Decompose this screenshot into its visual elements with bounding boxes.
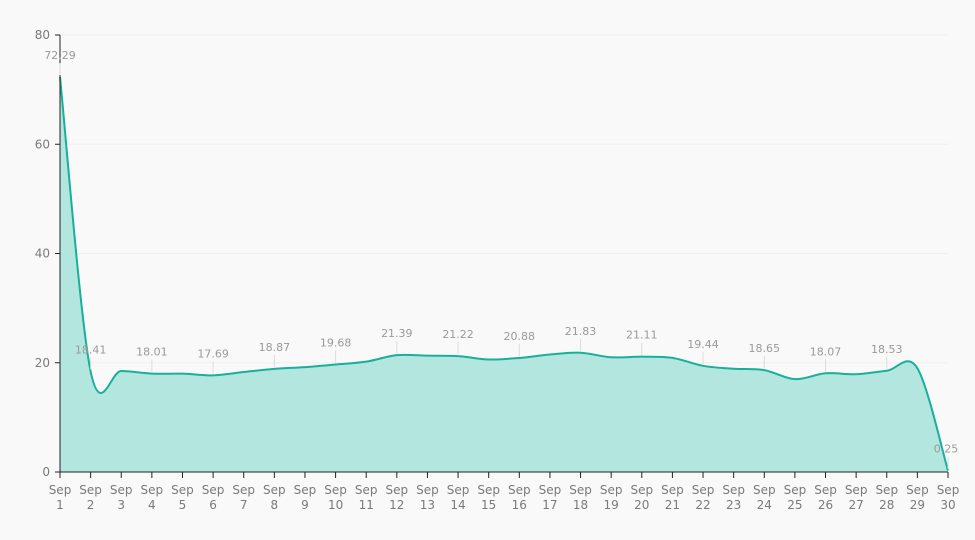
data-label: 21.39 (381, 327, 413, 340)
series-line (59, 77, 949, 471)
x-tick-label: Sep 21 (661, 483, 684, 512)
x-tick-label: Sep 13 (416, 483, 439, 512)
x-tick-label: Sep 16 (508, 483, 531, 512)
x-tick-label: Sep 28 (875, 483, 898, 512)
x-tick-label: Sep 27 (845, 483, 868, 512)
data-label: 18.41 (75, 343, 107, 356)
x-tick-label: Sep 23 (722, 483, 745, 512)
y-tick-label: 60 (35, 137, 50, 151)
x-tick-label: Sep 6 (202, 483, 225, 512)
x-tick-label: Sep 24 (753, 483, 776, 512)
data-label: 18.01 (136, 346, 168, 359)
data-label: 18.87 (259, 341, 291, 354)
x-tick-label: Sep 2 (79, 483, 102, 512)
x-tick-label: Sep 25 (784, 483, 807, 512)
x-tick-label: Sep 20 (630, 483, 653, 512)
x-tick-label: Sep 17 (539, 483, 562, 512)
y-tick-label: 40 (35, 247, 50, 261)
data-labels: 72.29 18.41 18.01 17.69 18.87 19.68 21.39 21.22… (44, 49, 958, 469)
data-label: 17.69 (197, 347, 229, 360)
data-label: 19.68 (320, 336, 352, 349)
x-tick-label: Sep 29 (906, 483, 929, 512)
x-tick-label: Sep 26 (814, 483, 837, 512)
data-label: 21.11 (626, 329, 658, 342)
x-tick-label: Sep 11 (355, 483, 378, 512)
data-label: 21.83 (565, 325, 597, 338)
y-tick-label: 20 (35, 356, 50, 370)
x-tick-label: Sep 7 (232, 483, 255, 512)
x-tick-label: Sep 9 (294, 483, 317, 512)
y-axis-ticks: 0 20 40 60 80 (35, 28, 60, 479)
data-label: 18.53 (871, 343, 903, 356)
data-label: 72.29 (44, 49, 76, 62)
data-label: 0.25 (934, 443, 959, 456)
x-tick-label: Sep 22 (692, 483, 715, 512)
x-tick-label: Sep 1 (49, 483, 72, 512)
x-tick-label: Sep 15 (477, 483, 500, 512)
x-tick-label: Sep 4 (141, 483, 164, 512)
x-tick-label: Sep 18 (569, 483, 592, 512)
x-tick-label: Sep 12 (386, 483, 409, 512)
y-tick-label: 80 (35, 28, 50, 42)
y-tick-label: 0 (42, 465, 50, 479)
x-tick-label: Sep 8 (263, 483, 286, 512)
area-fill (60, 77, 948, 472)
gridlines (60, 34, 948, 364)
data-label: 18.07 (810, 345, 842, 358)
data-label: 19.44 (687, 338, 719, 351)
x-tick-label: Sep 5 (171, 483, 194, 512)
x-tick-label: Sep 3 (110, 483, 133, 512)
x-axis-ticks: Sep 1 Sep 2 Sep 3 Sep 4 Sep 5 Sep 6 Sep 7 Sep 8 Sep 9 Sep 1… (49, 472, 960, 512)
x-tick-label: Sep 30 (937, 483, 960, 512)
data-label: 21.22 (442, 328, 474, 341)
x-tick-label: Sep 14 (447, 483, 470, 512)
x-tick-label: Sep 19 (600, 483, 623, 512)
data-label: 20.88 (504, 330, 536, 343)
data-label: 18.65 (749, 342, 781, 355)
x-tick-label: Sep 10 (324, 483, 347, 512)
area-series (59, 77, 949, 472)
